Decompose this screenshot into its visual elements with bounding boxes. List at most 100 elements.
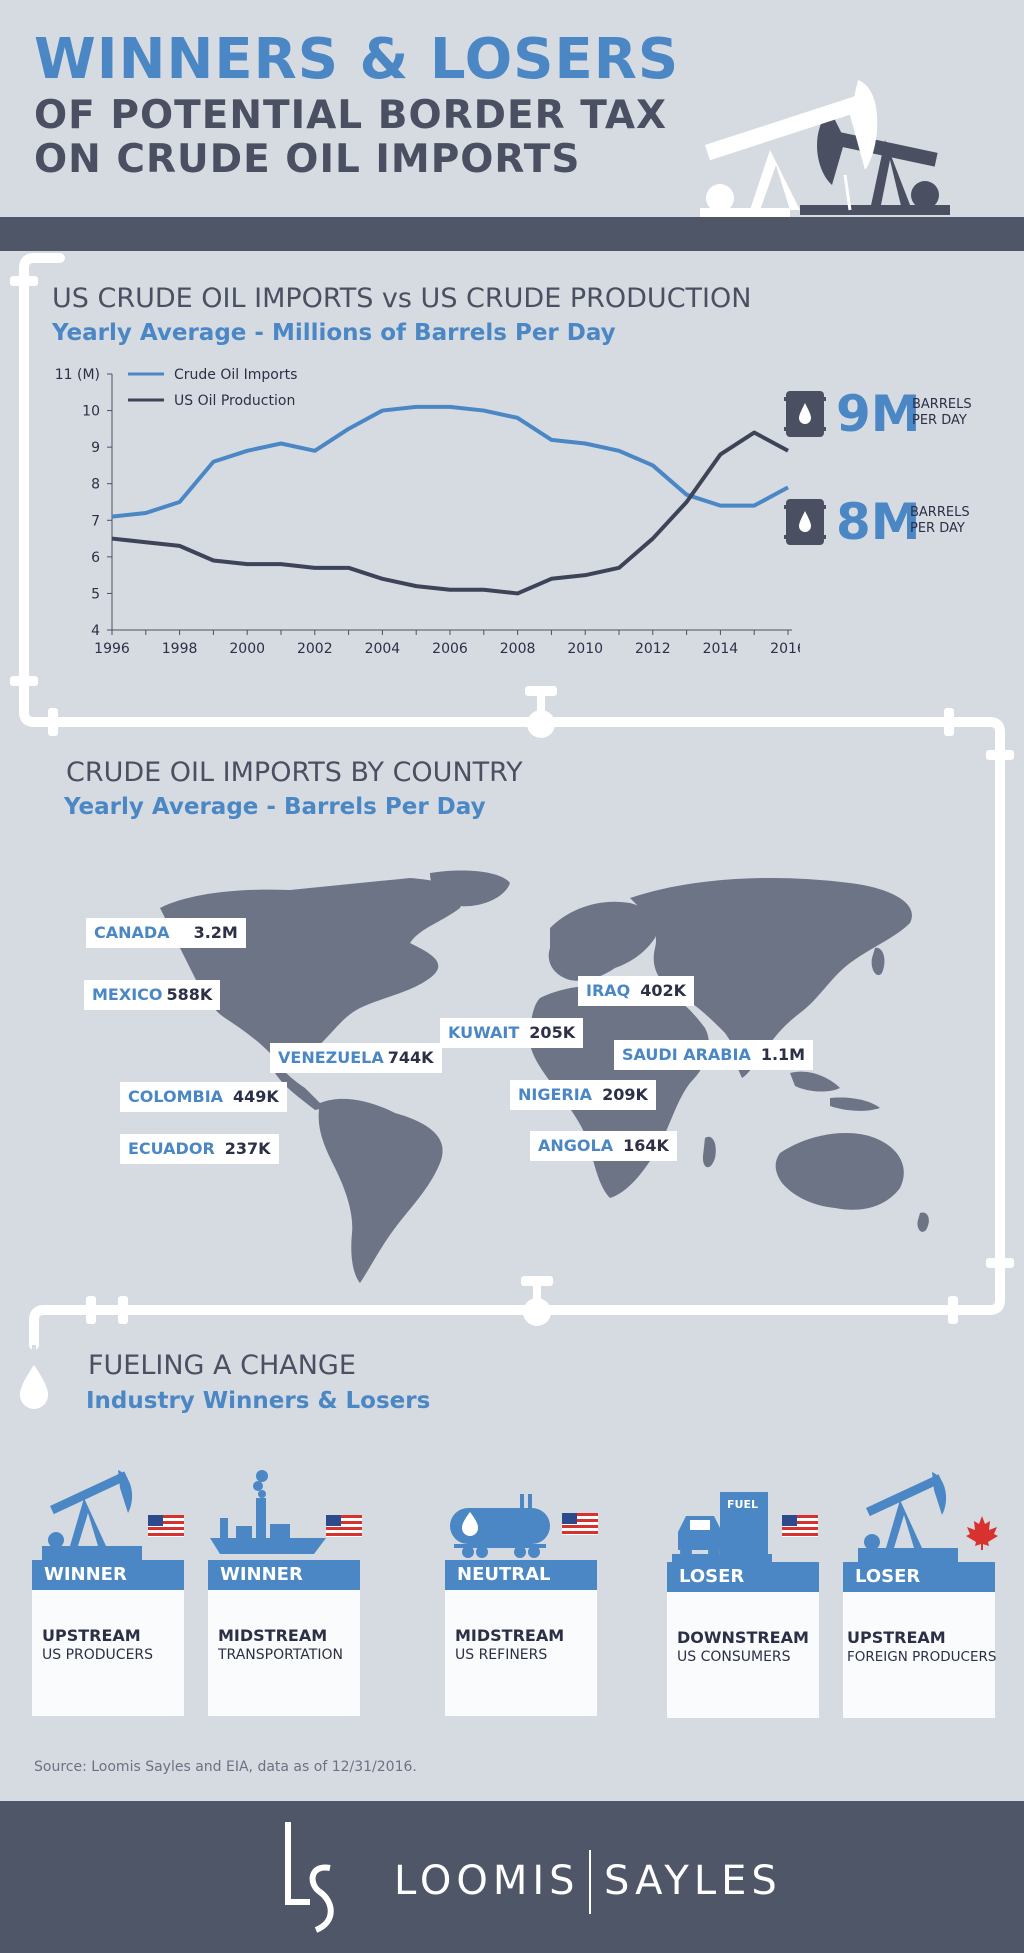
oil-barrel-icon: [784, 499, 826, 545]
card-status: WINNER: [32, 1560, 184, 1590]
fuel-icon-label: FUEL: [727, 1498, 758, 1511]
card-line1: UPSTREAM: [847, 1628, 946, 1647]
country-value: 237K: [224, 1139, 271, 1158]
card-line1: DOWNSTREAM: [677, 1628, 809, 1647]
card-status: LOSER: [843, 1562, 995, 1592]
country-name: ANGOLA: [538, 1136, 614, 1155]
country-name: VENEZUELA: [278, 1048, 384, 1067]
card-line2: FOREIGN PRODUCERS: [847, 1649, 997, 1665]
country-name: CANADA: [94, 923, 170, 942]
x-tick-label: 2012: [635, 641, 671, 657]
x-tick-label: 1998: [162, 641, 198, 657]
industry-card-downstream: LOSER DOWNSTREAM US CONSUMERS: [667, 1562, 819, 1718]
map-section-title: CRUDE OIL IMPORTS BY COUNTRY: [66, 757, 523, 788]
stat-imports-value: 8M: [836, 493, 921, 551]
map-section-subtitle: Yearly Average - Barrels Per Day: [64, 794, 486, 820]
map-label-saudi-arabia: SAUDI ARABIA 1.1M: [614, 1040, 814, 1070]
card-line1: MIDSTREAM: [455, 1626, 565, 1645]
title-line-3: ON CRUDE OIL IMPORTS: [34, 137, 581, 182]
country-name: ECUADOR: [128, 1139, 215, 1158]
stat-unit-line2: PER DAY: [912, 413, 967, 428]
y-tick-label: 10: [82, 404, 100, 420]
us-flag-icon: [782, 1515, 818, 1537]
stat-unit-line2: PER DAY: [910, 521, 965, 536]
x-tick-label: 2006: [432, 641, 468, 657]
country-value: 402K: [640, 981, 687, 1000]
legend-label: US Oil Production: [174, 393, 295, 409]
country-name: MEXICO: [92, 985, 163, 1004]
title-line-2: OF POTENTIAL BORDER TAX: [34, 93, 668, 138]
map-label-iraq: IRAQ 402K: [578, 976, 695, 1006]
tanker-icon: [450, 1494, 550, 1558]
maple-leaf-icon: [966, 1516, 998, 1550]
source-note: Source: Loomis Sayles and EIA, data as o…: [34, 1759, 417, 1775]
stat-production-unit: BARRELS PER DAY: [912, 397, 972, 429]
y-tick-label: 6: [91, 550, 100, 566]
country-value: 205K: [529, 1023, 576, 1042]
card-status: NEUTRAL: [445, 1560, 597, 1590]
fuel-pump-car-icon: FUEL: [672, 1492, 772, 1562]
chart-section-subtitle: Yearly Average - Millions of Barrels Per…: [52, 320, 616, 346]
industry-card-upstream-us: WINNER UPSTREAM US PRODUCERS: [32, 1560, 184, 1716]
country-value: 3.2M: [193, 923, 238, 942]
oil-barrel-icon: [784, 391, 826, 437]
map-label-ecuador: ECUADOR 237K: [120, 1134, 279, 1164]
country-value: 588K: [166, 985, 213, 1004]
brand-name-left: LOOMIS: [394, 1858, 580, 1904]
series-line-1: [111, 430, 789, 596]
stat-unit-line1: BARRELS: [912, 397, 972, 412]
x-tick-label: 2008: [500, 641, 536, 657]
ship-factory-icon: [210, 1470, 326, 1554]
map-label-nigeria: NIGERIA 209K: [510, 1080, 656, 1110]
industry-card-midstream-refiners: NEUTRAL MIDSTREAM US REFINERS: [445, 1560, 597, 1716]
country-value: 1.1M: [760, 1045, 806, 1064]
country-name: NIGERIA: [518, 1085, 593, 1104]
country-name: IRAQ: [586, 981, 631, 1000]
pumpjack-icon: [858, 1472, 958, 1562]
brand-divider: [589, 1850, 591, 1914]
loomis-sayles-logo-icon: [285, 1822, 334, 1933]
country-name: COLOMBIA: [128, 1087, 224, 1106]
x-tick-label: 2000: [229, 641, 265, 657]
stat-imports-unit: BARRELS PER DAY: [910, 505, 970, 537]
us-flag-icon: [326, 1515, 362, 1537]
card-status: WINNER: [208, 1560, 360, 1590]
x-tick-label: 2002: [297, 641, 333, 657]
card-line2: US CONSUMERS: [677, 1649, 791, 1665]
y-tick-label: 4: [91, 623, 100, 639]
card-body: MIDSTREAM TRANSPORTATION: [208, 1590, 360, 1716]
chart-section-title: US CRUDE OIL IMPORTS vs US CRUDE PRODUCT…: [52, 283, 752, 314]
world-map: [160, 870, 929, 1283]
map-label-canada: CANADA 3.2M: [86, 918, 246, 948]
oil-pumpjack-illustration: [700, 80, 950, 220]
card-body: UPSTREAM FOREIGN PRODUCERS: [843, 1592, 997, 1718]
country-value: 164K: [623, 1136, 669, 1155]
card-body: UPSTREAM US PRODUCERS: [32, 1590, 184, 1716]
map-label-colombia: COLOMBIA 449K: [120, 1082, 287, 1112]
us-flag-icon: [148, 1515, 184, 1537]
header-band: [0, 217, 1024, 251]
y-tick-label: 8: [91, 477, 100, 493]
x-tick-label: 2014: [703, 641, 739, 657]
title-line-1: WINNERS & LOSERS: [34, 27, 680, 92]
card-line1: MIDSTREAM: [218, 1626, 328, 1645]
industry-section-subtitle: Industry Winners & Losers: [86, 1388, 431, 1414]
brand-name-right: SAYLES: [604, 1858, 782, 1904]
country-name: SAUDI ARABIA: [622, 1045, 751, 1064]
y-tick-label: 7: [91, 513, 100, 529]
y-tick-label: 11 (M): [55, 367, 100, 383]
map-label-angola: ANGOLA 164K: [530, 1131, 677, 1161]
card-line1: UPSTREAM: [42, 1626, 141, 1645]
us-flag-icon: [562, 1513, 598, 1535]
industry-card-midstream-transport: WINNER MIDSTREAM TRANSPORTATION: [208, 1560, 360, 1716]
card-line2: US PRODUCERS: [42, 1647, 154, 1663]
map-label-venezuela: VENEZUELA 744K: [270, 1043, 442, 1073]
country-value: 744K: [387, 1048, 434, 1067]
map-label-kuwait: KUWAIT 205K: [440, 1018, 584, 1048]
card-body: MIDSTREAM US REFINERS: [445, 1590, 597, 1716]
stat-production-value: 9M: [836, 385, 921, 443]
legend-label: Crude Oil Imports: [174, 367, 297, 383]
stat-unit-line1: BARRELS: [910, 505, 970, 520]
x-tick-label: 1996: [94, 641, 130, 657]
